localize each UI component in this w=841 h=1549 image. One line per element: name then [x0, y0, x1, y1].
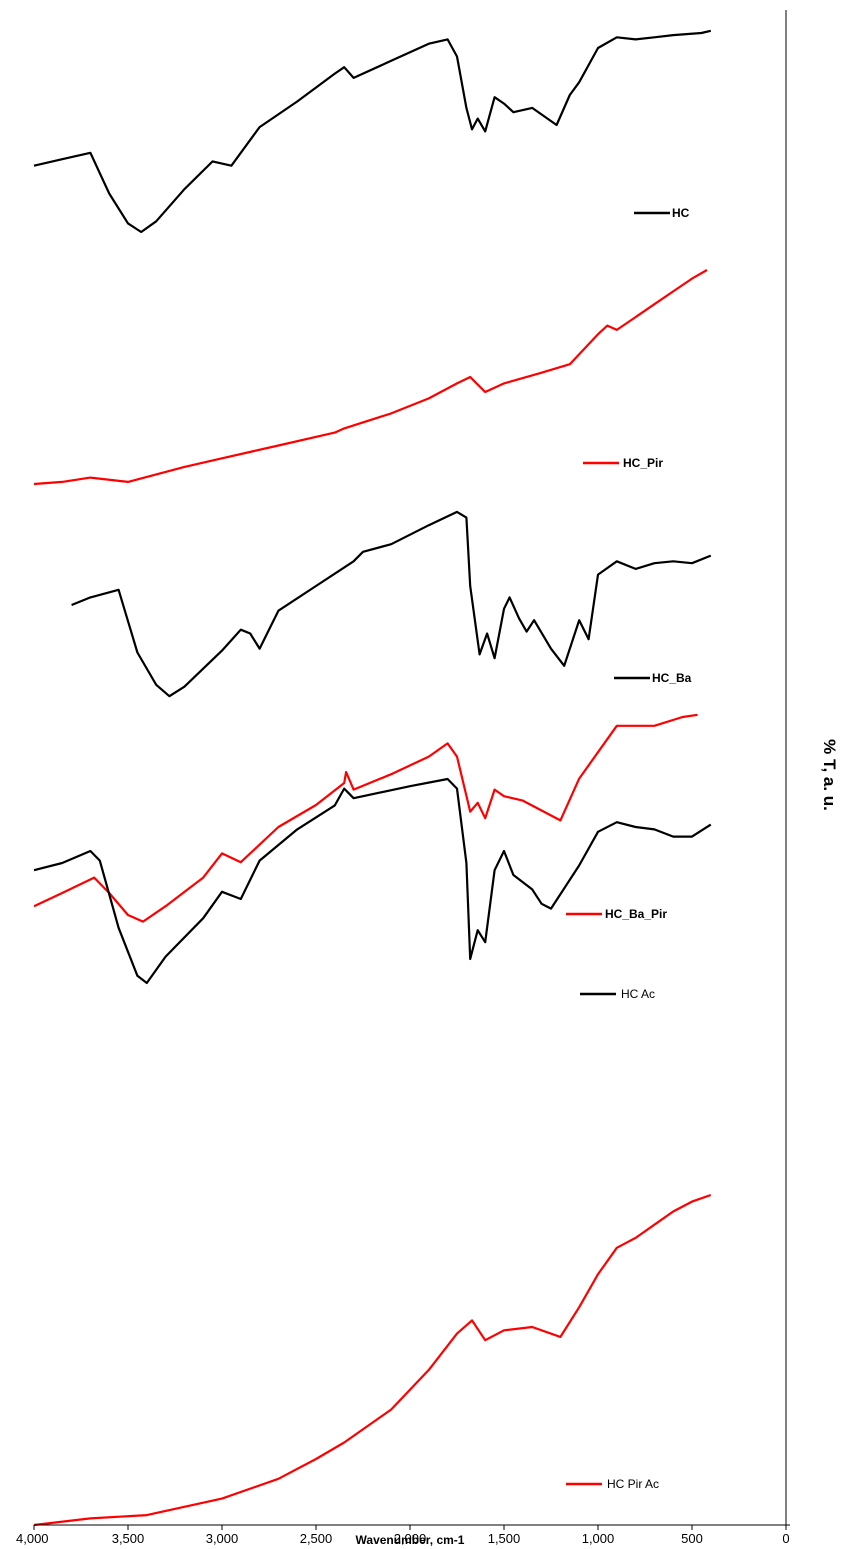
- x-axis-title: Wavenumber, cm-1: [356, 1533, 465, 1547]
- x-tick-label: 4,000: [16, 1531, 49, 1546]
- legend-label: HC Ac: [621, 987, 655, 1001]
- x-tick-label: 2,000: [394, 1531, 427, 1546]
- series-line-hc-pir: [33, 269, 708, 486]
- legend-label: HC_Ba: [652, 671, 692, 685]
- legend-label: HC_Ba_Pir: [605, 907, 667, 921]
- x-tick-label: 3,500: [112, 1531, 145, 1546]
- x-tick-label: 3,000: [206, 1531, 239, 1546]
- series-line-hc: [33, 29, 712, 234]
- x-ticks-group: 4,000 3,500 3,000 2,500 2,000 1,500 1,000 500 0: [16, 1525, 790, 1546]
- legend-group: HC HC_Pir HC_Ba HC_Ba_Pir HC Ac HC Pir Ac: [566, 206, 692, 1491]
- x-tick-label: 2,500: [300, 1531, 333, 1546]
- legend-label: HC_Pir: [623, 456, 663, 470]
- series-line-hc-pir-ac: [33, 1193, 712, 1527]
- legend-label: HC Pir Ac: [607, 1477, 659, 1491]
- legend-label: HC: [672, 206, 690, 220]
- x-tick-label: 1,500: [488, 1531, 521, 1546]
- x-tick-label: 500: [681, 1531, 703, 1546]
- series-line-hc-ba: [71, 510, 712, 698]
- y-axis-title: % T, a. u.: [820, 739, 839, 811]
- spectra-group: [33, 29, 712, 1527]
- x-tick-label: 0: [782, 1531, 789, 1546]
- axes-group: [34, 10, 790, 1526]
- series-line-hc-ac: [33, 777, 712, 985]
- series-line-hc-ba-pir: [33, 713, 698, 923]
- x-tick-label: 1,000: [582, 1531, 615, 1546]
